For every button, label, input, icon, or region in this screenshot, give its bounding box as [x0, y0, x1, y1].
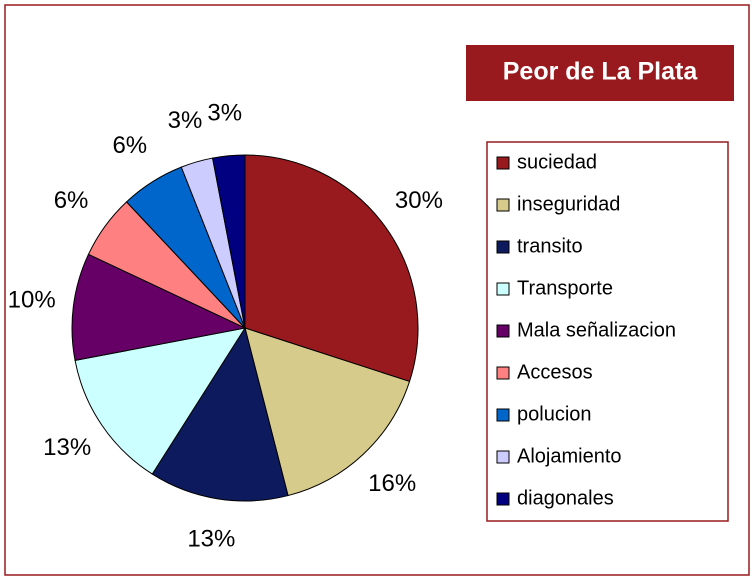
legend-swatch: [496, 324, 510, 338]
legend-swatch: [496, 198, 510, 212]
legend-label: suciedad: [517, 151, 597, 173]
legend-label: Accesos: [517, 361, 593, 383]
pie-slice: [244, 327, 411, 497]
title-box: [466, 45, 734, 101]
data-label: 6%: [112, 132, 147, 159]
data-label: 3%: [207, 99, 242, 126]
legend-swatch: [496, 240, 510, 254]
legend-label: Alojamiento: [517, 445, 622, 467]
pie-slice: [211, 154, 246, 329]
data-label: 6%: [54, 187, 89, 214]
legend-label: inseguridad: [517, 193, 620, 215]
data-label: 30%: [395, 187, 443, 214]
legend-swatch: [496, 156, 510, 170]
legend-box: [486, 141, 729, 522]
legend-swatch: [496, 282, 510, 296]
legend-swatch: [496, 408, 510, 422]
legend-label: diagonales: [517, 487, 614, 509]
legend-label: polucion: [517, 403, 592, 425]
data-label: 13%: [43, 434, 91, 461]
legend-swatch: [496, 450, 510, 464]
data-label: 16%: [368, 470, 416, 497]
pie-slice: [74, 327, 247, 475]
chart-title: Peor de La Plata: [503, 58, 699, 86]
legend-label: Transporte: [517, 277, 613, 299]
data-label: 13%: [187, 526, 235, 553]
data-label: 3%: [168, 107, 203, 134]
pie-slice: [244, 154, 419, 383]
data-label: 10%: [8, 286, 56, 313]
legend-label: transito: [517, 235, 583, 257]
legend-label: Mala señalizacion: [517, 319, 676, 341]
pie-slice: [151, 326, 289, 502]
pie-slice: [71, 253, 247, 362]
legend-swatch: [496, 366, 510, 380]
legend-swatch: [496, 492, 510, 506]
